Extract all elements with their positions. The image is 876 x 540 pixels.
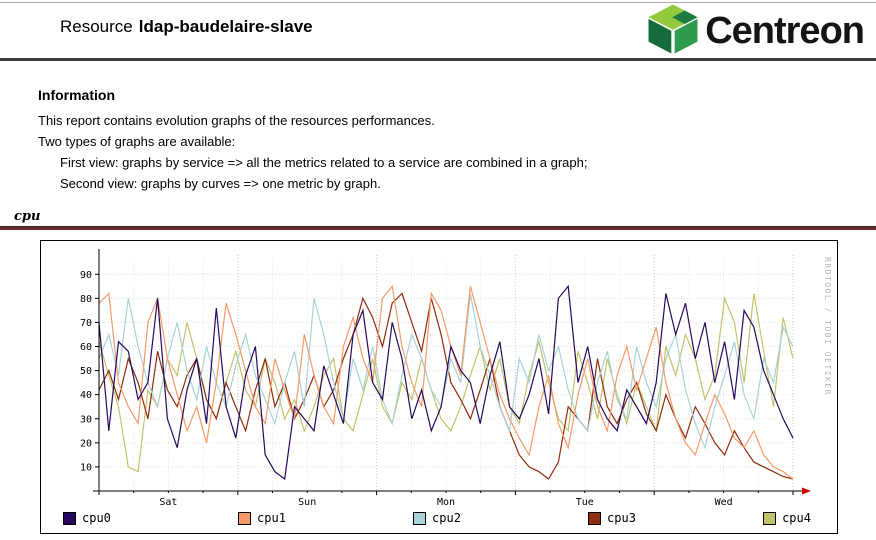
page-title: Resource ldap-baudelaire-slave xyxy=(60,17,313,37)
centreon-cube-icon xyxy=(646,2,700,61)
title-prefix: Resource xyxy=(60,17,133,36)
svg-text:30: 30 xyxy=(80,414,92,425)
svg-text:40: 40 xyxy=(80,390,92,401)
svg-text:20: 20 xyxy=(80,438,92,449)
svg-text:Sun: Sun xyxy=(298,497,316,508)
svg-text:80: 80 xyxy=(80,294,92,305)
information-section: Information This report contains evoluti… xyxy=(38,87,876,191)
svg-text:90: 90 xyxy=(80,270,92,281)
title-resource: ldap-baudelaire-slave xyxy=(138,17,313,36)
svg-text:Tue: Tue xyxy=(576,497,594,508)
legend-swatch xyxy=(238,511,252,525)
cpu-section-label: cpu xyxy=(14,209,41,224)
legend-item: cpu1 xyxy=(238,511,286,525)
svg-text:Mon: Mon xyxy=(437,497,455,508)
page-top-rule xyxy=(0,2,876,3)
info-line-2: Two types of graphs are available: xyxy=(38,134,236,149)
legend-swatch xyxy=(763,511,777,525)
svg-text:50: 50 xyxy=(80,366,92,377)
legend-swatch xyxy=(413,511,427,525)
legend-item: cpu4 xyxy=(763,511,811,525)
cpu-chart-box: 10 20 30 40 50 60 70 80 90 Sat Sun Mon Tue Wed RRDTOOL… xyxy=(40,240,838,534)
legend-label: cpu4 xyxy=(782,511,811,525)
info-line-3: First view: graphs by service => all the… xyxy=(60,155,588,170)
legend-label: cpu3 xyxy=(607,511,636,525)
svg-text:70: 70 xyxy=(80,318,92,329)
svg-text:Wed: Wed xyxy=(715,497,733,508)
legend-label: cpu2 xyxy=(432,511,461,525)
legend-swatch xyxy=(63,511,76,525)
legend-label: cpu1 xyxy=(257,511,286,525)
cpu-chart-svg: 10 20 30 40 50 60 70 80 90 Sat Sun Mon Tue Wed RRDTOOL… xyxy=(80,249,832,508)
cpu-section-rule xyxy=(0,226,876,230)
svg-text:10: 10 xyxy=(80,462,92,473)
centreon-wordmark: Centreon xyxy=(705,10,865,52)
legend-swatch xyxy=(588,511,602,525)
centreon-logo: Centreon xyxy=(646,2,865,61)
legend-label: cpu0 xyxy=(82,511,111,525)
report-header: Resource ldap-baudelaire-slave Centreon xyxy=(0,0,876,61)
info-line-4: Second view: graphs by curves => one met… xyxy=(60,176,381,191)
legend-item: cpu3 xyxy=(588,511,636,525)
legend-item: cpu2 xyxy=(413,511,461,525)
svg-text:RRDTOOL / TOBI OETIKER: RRDTOOL / TOBI OETIKER xyxy=(823,257,832,396)
svg-text:60: 60 xyxy=(80,342,92,353)
chart-legend: cpu0 cpu1 cpu2 cpu3 cpu4 xyxy=(41,509,837,533)
svg-text:Sat: Sat xyxy=(159,497,177,508)
info-line-1: This report contains evolution graphs of… xyxy=(38,113,435,128)
legend-item: cpu0 xyxy=(63,511,111,525)
information-heading: Information xyxy=(38,87,115,103)
